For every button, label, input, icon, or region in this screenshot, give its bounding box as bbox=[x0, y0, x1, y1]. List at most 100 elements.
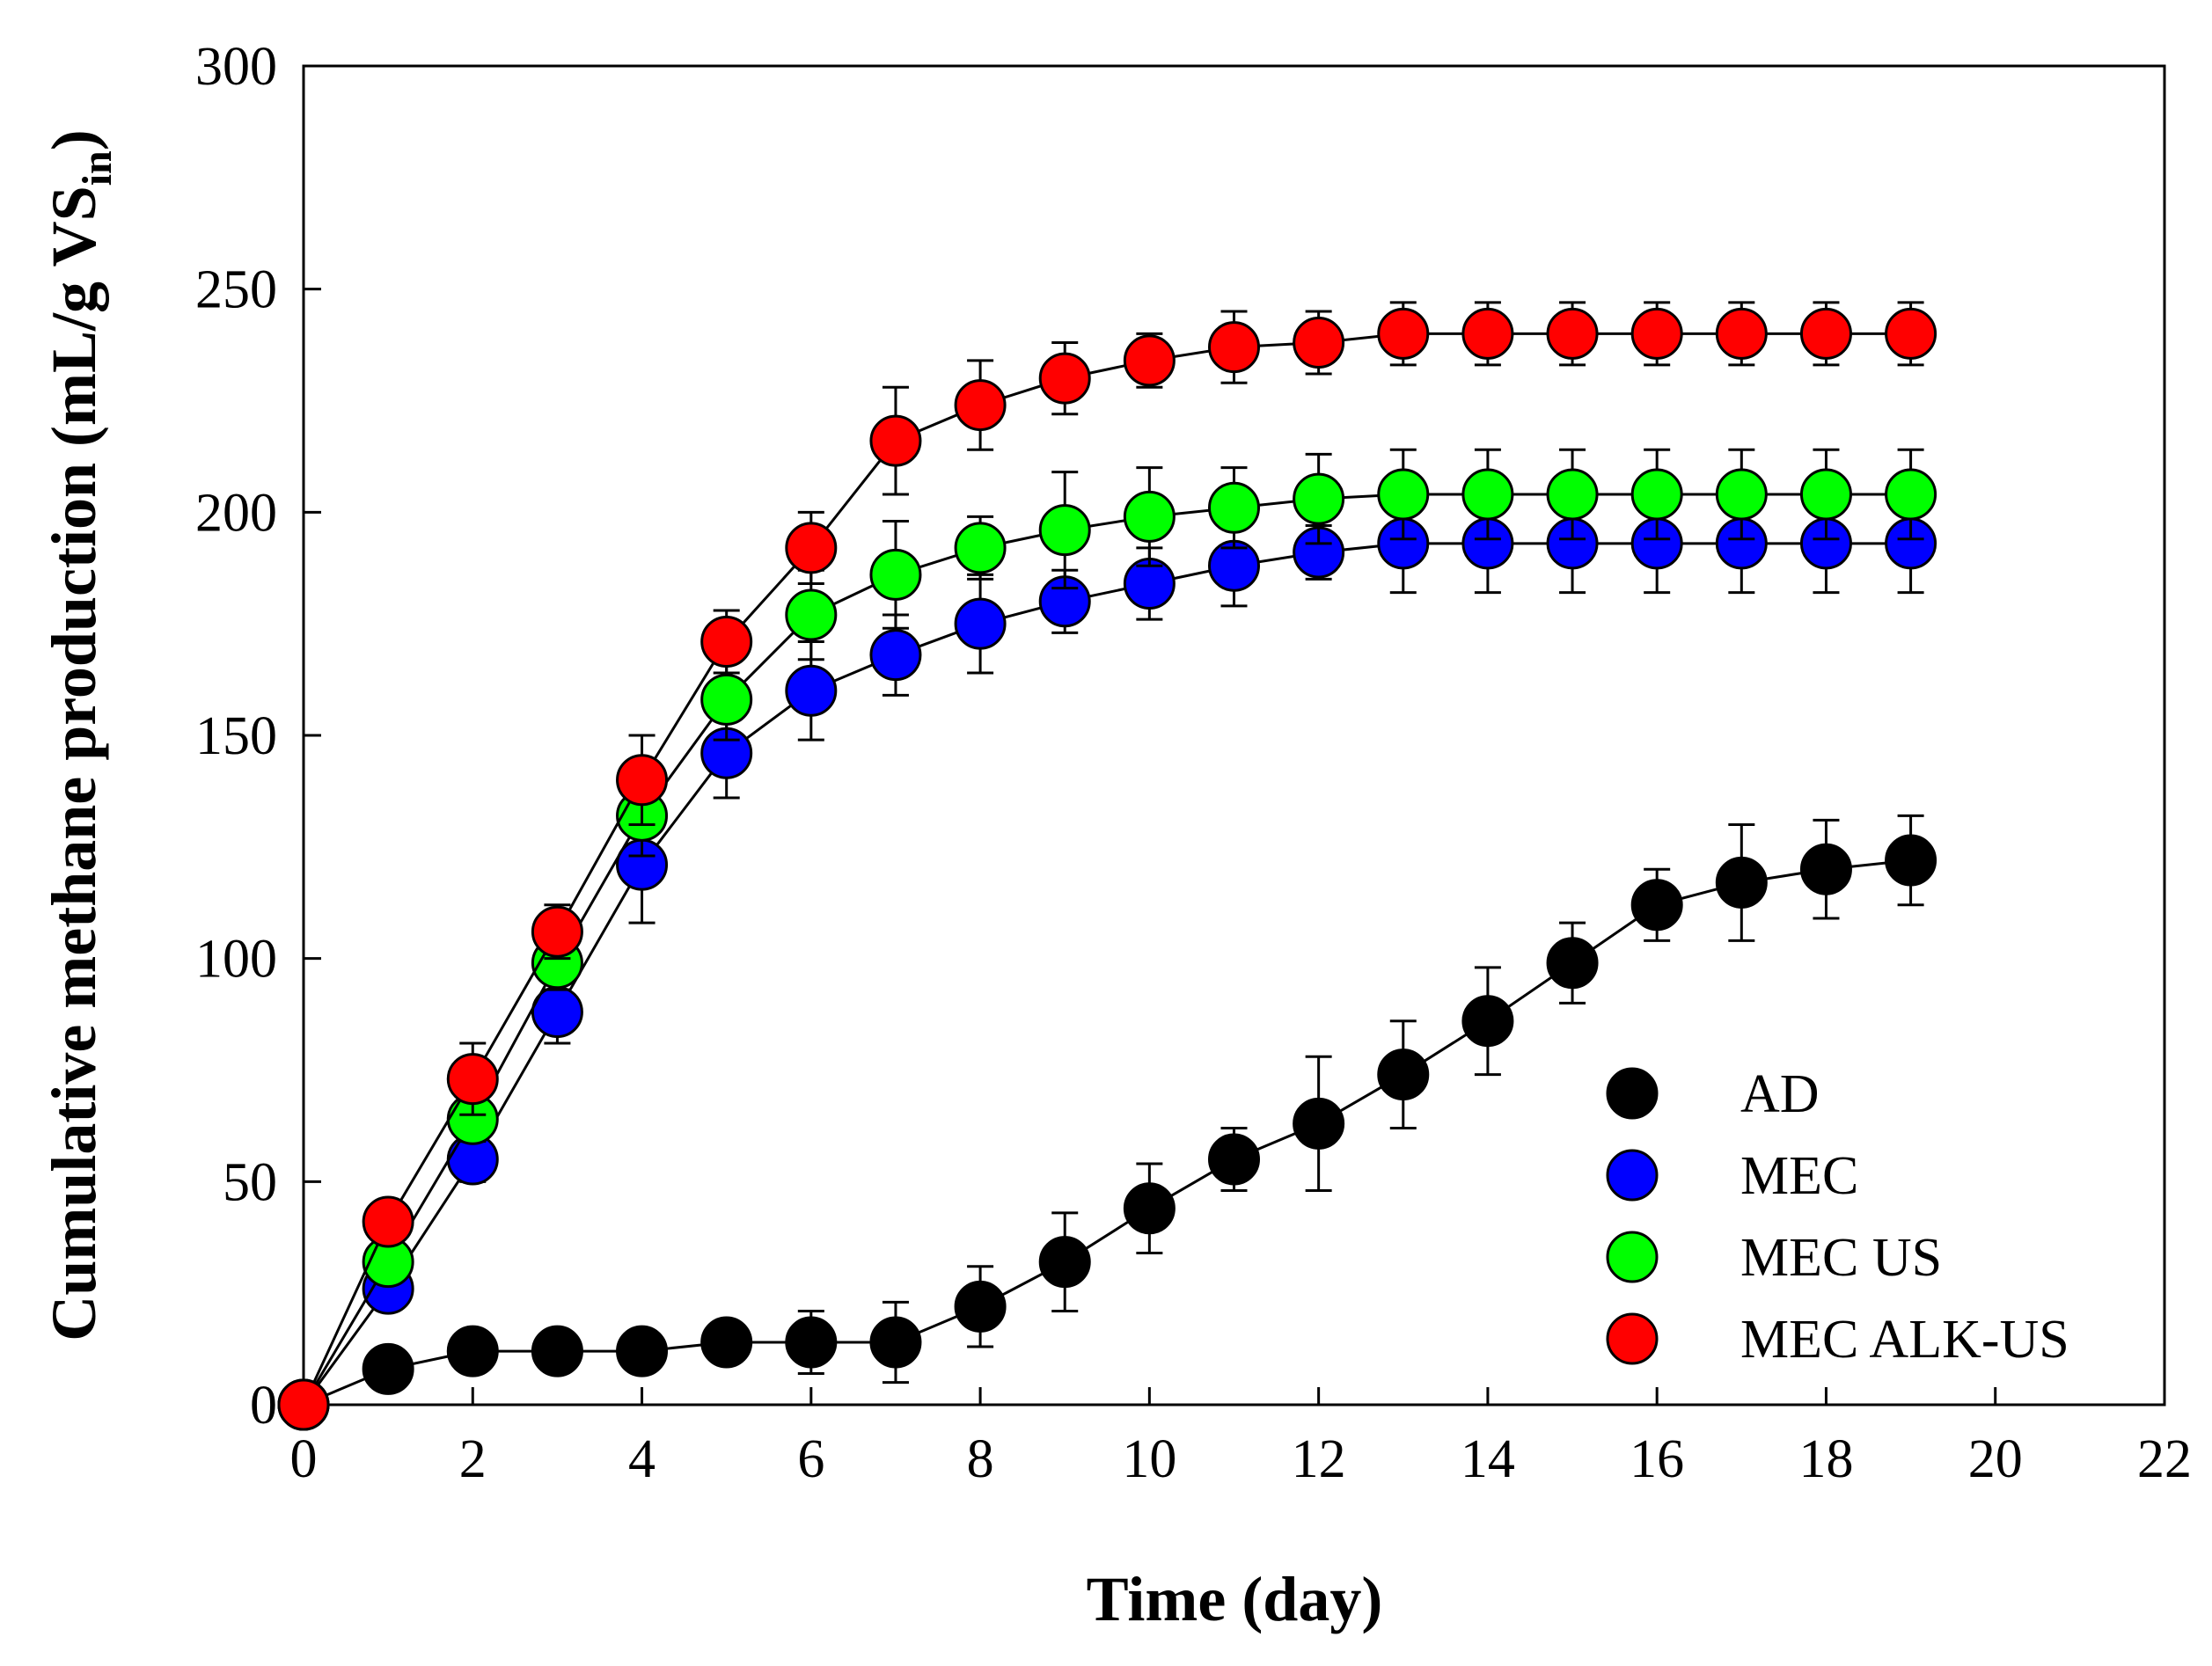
x-tick-label: 2 bbox=[459, 1429, 487, 1489]
y-tick-label: 200 bbox=[195, 483, 277, 543]
data-point bbox=[1461, 468, 1514, 521]
legend-label-mec: MEC bbox=[1740, 1146, 1858, 1206]
series-layer bbox=[277, 301, 1937, 1431]
data-point bbox=[785, 664, 838, 717]
data-point bbox=[1630, 468, 1683, 521]
data-point bbox=[1293, 317, 1345, 369]
x-tick-label: 14 bbox=[1461, 1429, 1515, 1489]
data-point bbox=[1715, 468, 1768, 521]
y-tick-label: 50 bbox=[223, 1152, 277, 1212]
data-point bbox=[1799, 468, 1852, 521]
data-point bbox=[1461, 995, 1514, 1048]
y-tick-label: 250 bbox=[195, 260, 277, 320]
data-point bbox=[785, 1316, 838, 1369]
plot-frame bbox=[302, 64, 2166, 1407]
data-point bbox=[1799, 307, 1852, 360]
data-point bbox=[869, 629, 922, 682]
x-tick-label: 20 bbox=[1968, 1429, 2023, 1489]
data-point bbox=[954, 597, 1007, 650]
data-point bbox=[1461, 307, 1514, 360]
data-point bbox=[1885, 307, 1937, 360]
data-point bbox=[954, 1280, 1007, 1333]
x-axis-label: Time (day) bbox=[1087, 1564, 1383, 1634]
x-tick-label: 4 bbox=[628, 1429, 656, 1489]
data-point bbox=[446, 1053, 499, 1106]
data-point bbox=[531, 1325, 583, 1377]
data-point bbox=[1208, 481, 1260, 534]
y-axis-label-subscript: in bbox=[74, 150, 121, 186]
x-axis-ticks: 0 2 4 6 8 10 12 14 16 18 20 22 bbox=[290, 1387, 2192, 1489]
x-tick-label: 0 bbox=[290, 1429, 318, 1489]
data-point bbox=[1715, 856, 1768, 909]
data-point bbox=[1208, 1133, 1260, 1186]
y-axis-label-main: Cumulative methane production (mL/g VS bbox=[39, 186, 109, 1341]
x-tick-label: 16 bbox=[1630, 1429, 1684, 1489]
data-point bbox=[1123, 1182, 1176, 1235]
data-point bbox=[446, 1325, 499, 1377]
data-point bbox=[1377, 307, 1430, 360]
data-point bbox=[1208, 321, 1260, 374]
data-point bbox=[954, 522, 1007, 574]
data-point bbox=[1885, 468, 1937, 521]
data-point bbox=[1630, 879, 1683, 932]
data-point bbox=[954, 379, 1007, 432]
data-point bbox=[1038, 352, 1091, 405]
x-tick-label: 10 bbox=[1122, 1429, 1176, 1489]
data-point bbox=[1546, 937, 1599, 990]
legend-marker-mec-alk-us bbox=[1606, 1312, 1659, 1365]
data-point bbox=[1546, 468, 1599, 521]
y-tick-label: 0 bbox=[250, 1376, 277, 1436]
y-tick-label: 100 bbox=[195, 930, 277, 990]
legend-marker-mec bbox=[1606, 1149, 1659, 1202]
data-point bbox=[785, 588, 838, 641]
data-point bbox=[700, 1316, 753, 1369]
data-point bbox=[531, 905, 583, 958]
data-point bbox=[1123, 334, 1176, 387]
legend-label-mec-us: MEC US bbox=[1740, 1228, 1942, 1288]
legend-label-ad: AD bbox=[1740, 1064, 1820, 1124]
data-point bbox=[362, 1342, 414, 1395]
y-axis-label-close: ) bbox=[39, 129, 109, 150]
data-point bbox=[1038, 504, 1091, 557]
data-point bbox=[700, 673, 753, 726]
data-point bbox=[1293, 472, 1345, 525]
legend: AD MEC MEC US MEC ALK-US bbox=[1606, 1064, 2069, 1370]
data-point bbox=[700, 615, 753, 668]
data-point bbox=[869, 548, 922, 601]
x-tick-label: 18 bbox=[1798, 1429, 1853, 1489]
data-point bbox=[869, 1316, 922, 1369]
series-ad bbox=[277, 814, 1937, 1431]
data-point bbox=[1630, 307, 1683, 360]
data-point bbox=[1715, 307, 1768, 360]
data-point bbox=[1293, 1097, 1345, 1150]
data-point bbox=[1885, 834, 1937, 887]
x-tick-label: 8 bbox=[967, 1429, 994, 1489]
data-point bbox=[1038, 1236, 1091, 1289]
y-axis-label: Cumulative methane production (mL/g VSin… bbox=[39, 129, 121, 1341]
data-point bbox=[616, 1325, 669, 1377]
legend-marker-ad bbox=[1606, 1067, 1659, 1120]
legend-marker-mec-us bbox=[1606, 1231, 1659, 1283]
data-point bbox=[1377, 1049, 1430, 1101]
data-point bbox=[1546, 307, 1599, 360]
data-point bbox=[1799, 843, 1852, 895]
series-mec-alk-us bbox=[277, 301, 1937, 1431]
y-axis-ticks: 0 50 100 150 200 250 300 bbox=[195, 37, 321, 1436]
data-point bbox=[616, 754, 669, 807]
data-point bbox=[1377, 468, 1430, 521]
x-tick-label: 22 bbox=[2137, 1429, 2192, 1489]
data-point bbox=[1123, 490, 1176, 543]
data-point bbox=[869, 414, 922, 467]
x-tick-label: 12 bbox=[1292, 1429, 1346, 1489]
series-mec-us bbox=[277, 448, 1937, 1431]
data-point bbox=[785, 522, 838, 574]
y-tick-label: 150 bbox=[195, 706, 277, 766]
series-mec bbox=[277, 493, 1937, 1431]
legend-label-mec-alk-us: MEC ALK-US bbox=[1740, 1310, 2069, 1370]
x-tick-label: 6 bbox=[797, 1429, 824, 1489]
y-tick-label: 300 bbox=[195, 37, 277, 97]
data-point bbox=[362, 1195, 414, 1248]
data-point bbox=[277, 1378, 330, 1431]
